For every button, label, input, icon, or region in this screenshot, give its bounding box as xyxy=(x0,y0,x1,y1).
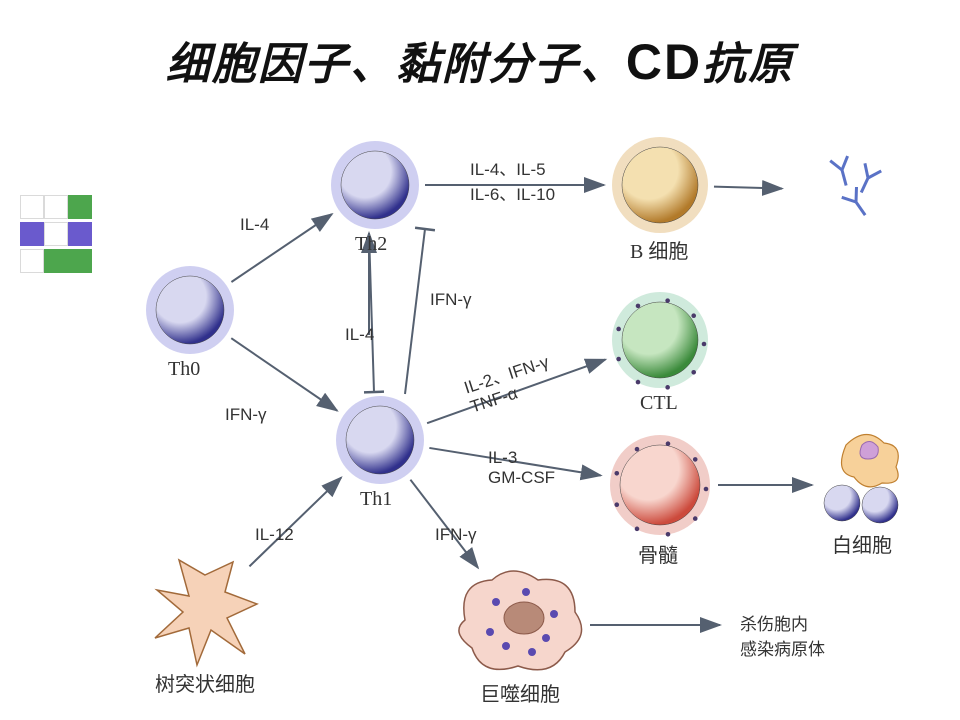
edge-label: CTL xyxy=(640,392,678,415)
edge-label: IL-4、IL-5IL-6、IL-10 xyxy=(470,155,555,205)
edge-label: IL-4 xyxy=(345,325,374,345)
title-a: 细胞因子、黏附分子、 xyxy=(166,40,626,89)
edge-label: IL-4 xyxy=(240,215,269,235)
edge-label: Th1 xyxy=(360,488,392,511)
edge-label: Th0 xyxy=(168,358,200,381)
edge-label: 树突状细胞 xyxy=(155,668,255,697)
edge-label: Th2 xyxy=(355,233,387,256)
edge-label: 白细胞 xyxy=(832,529,892,558)
edge-label: IL-3GM-CSF xyxy=(488,448,555,488)
diagram-stage: Th0 Th2 Th1 B 细胞 CTL 骨髓树突状细胞 巨噬细胞 白细胞 IL-4 IFN-γ I… xyxy=(100,110,930,710)
title-b: 抗原 xyxy=(702,40,794,89)
edge-label: 骨髓 xyxy=(638,539,678,568)
edge-label: 巨噬细胞 xyxy=(480,678,560,707)
page-title: 细胞因子、黏附分子、CD抗原 xyxy=(0,28,960,92)
slide: 细胞因子、黏附分子、CD抗原 Th0 Th2 Th1 B 细胞 CTL 骨髓树突状细胞 巨噬… xyxy=(0,0,960,720)
edge-label: IFN-γ xyxy=(430,290,472,310)
title-cd: CD xyxy=(626,34,702,90)
edge-label: B 细胞 xyxy=(630,235,688,264)
edge-label: 杀伤胞内感染病原体 xyxy=(740,610,825,660)
edge-label: IFN-γ xyxy=(435,525,477,545)
slide-accent-bars xyxy=(20,195,92,276)
edge-label: IL-12 xyxy=(255,525,294,545)
edge-label: IFN-γ xyxy=(225,405,267,425)
